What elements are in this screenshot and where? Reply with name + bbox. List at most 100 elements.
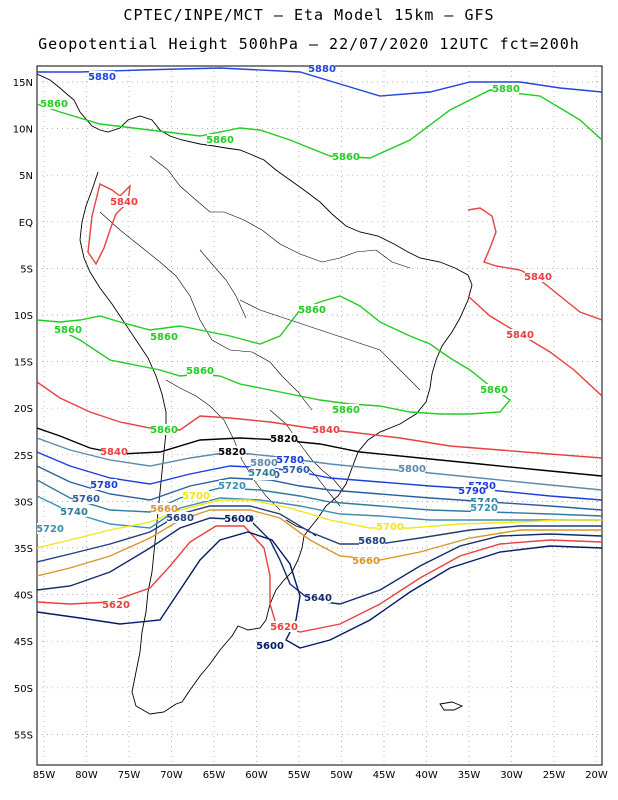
contour-label: 5820: [218, 447, 246, 458]
contour-5600: [37, 531, 602, 649]
contour-label-bg: [481, 384, 507, 395]
longitude-tick-label: 50W: [330, 770, 353, 781]
contour-label: 5790: [458, 486, 486, 497]
contour-label-bg: [399, 463, 425, 474]
latitude-tick-label: 45S: [14, 637, 33, 648]
latitude-tick-label: 5S: [20, 264, 33, 275]
border-peru-bolivia: [99, 211, 313, 411]
contour-label-bg: [471, 502, 497, 513]
contour-5840-mid: [37, 381, 602, 459]
contour-label: 5840: [506, 330, 534, 341]
longitude-tick-label: 25W: [543, 770, 566, 781]
contour-label-bg: [313, 424, 339, 435]
contour-label-bg: [41, 98, 67, 109]
contour-label-bg: [111, 196, 137, 207]
longitude-tick-label: 65W: [203, 770, 226, 781]
contour-label-bg: [471, 496, 497, 507]
coastline-west: [79, 171, 177, 715]
longitude-tick-label: 30W: [500, 770, 523, 781]
contour-label-bg: [283, 464, 309, 475]
longitude-tick-label: 45W: [373, 770, 396, 781]
longitude-tick-label: 60W: [245, 770, 268, 781]
contour-label-bg: [299, 304, 325, 315]
graticule: [37, 66, 602, 765]
longitude-tick-label: 70W: [160, 770, 183, 781]
contour-5660: [37, 509, 602, 577]
contour-label: 5760: [282, 465, 310, 476]
contour-label-bg: [277, 454, 303, 465]
contour-5840-blob: [87, 182, 131, 266]
contour-label-bg: [89, 71, 115, 82]
border-chile-argentina-north: [165, 379, 281, 511]
contour-label: 5780: [276, 455, 304, 466]
contour-label: 5760: [72, 494, 100, 505]
longitude-labels: 85W 80W 75W 70W 65W 60W 55W 50W 45W 40W 35W 30W 25W 2…: [33, 770, 608, 781]
contour-label: 5860: [298, 305, 326, 316]
latitude-tick-label: 15S: [14, 358, 33, 369]
contour-label: 5880: [88, 72, 116, 83]
contour-label-bg: [91, 479, 117, 490]
contour-label-bg: [183, 490, 209, 501]
coastline-east: [37, 73, 473, 621]
falkland-islands: [439, 701, 464, 711]
contour-5720: [37, 495, 602, 529]
map-frame: [36, 65, 603, 766]
contour-label-bg: [493, 83, 519, 94]
contour-label-bg: [257, 640, 283, 651]
map-title-line2: Geopotential Height 500hPa – 22/07/2020 …: [38, 35, 580, 53]
contour-label-bg: [333, 151, 359, 162]
longitude-tick-label: 20W: [585, 770, 608, 781]
contour-5820: [37, 427, 602, 477]
latitude-tick-label: 10N: [13, 125, 33, 136]
latitude-tick-label: 35S: [14, 544, 33, 555]
contour-5640: [37, 517, 602, 605]
latitude-tick-label: 10S: [14, 311, 33, 322]
contour-labels: 5880 5880 5880 5860 5860 5860 5840 5840 5840 5860…: [36, 63, 552, 652]
contour-label: 5780: [90, 480, 118, 491]
latitude-tick-label: 40S: [14, 591, 33, 602]
contour-label-bg: [187, 365, 213, 376]
contour-label: 5860: [206, 135, 234, 146]
contour-label: 5700: [182, 491, 210, 502]
contour-label: 5660: [150, 504, 178, 515]
contour-label: 5840: [312, 425, 340, 436]
contour-label: 5620: [270, 622, 298, 633]
contour-label-bg: [377, 521, 403, 532]
contour-label: 5800: [398, 464, 426, 475]
longitude-tick-label: 40W: [415, 770, 438, 781]
contour-label: 5860: [150, 332, 178, 343]
contour-label: 5620: [102, 600, 130, 611]
contour-label-bg: [37, 523, 63, 534]
contour-label: 5720: [218, 481, 246, 492]
contour-5620: [37, 525, 602, 633]
contour-label: 5720: [470, 503, 498, 514]
contour-label-bg: [525, 271, 551, 282]
latitude-tick-label: 20S: [14, 404, 33, 415]
contour-5840-east-lower: [467, 295, 602, 397]
contour-label-bg: [219, 480, 245, 491]
contour-label-bg: [333, 404, 359, 415]
contour-label: 5860: [150, 425, 178, 436]
contour-label-bg: [151, 331, 177, 342]
contour-label: 5860: [186, 366, 214, 377]
contour-label: 5860: [332, 152, 360, 163]
contour-label: 5680: [166, 513, 194, 524]
contour-label-bg: [271, 621, 297, 632]
contour-label: 5700: [376, 522, 404, 533]
latitude-tick-label: 5N: [19, 171, 33, 182]
longitude-tick-label: 75W: [118, 770, 141, 781]
longitude-tick-label: 35W: [458, 770, 481, 781]
contour-label: 5840: [100, 447, 128, 458]
longitude-tick-label: 85W: [33, 770, 56, 781]
contour-5840-east-upper: [467, 207, 602, 321]
contour-label-bg: [151, 503, 177, 514]
contour-label: 5680: [358, 536, 386, 547]
latitude-tick-label: 25S: [14, 451, 33, 462]
contour-5880: [37, 67, 602, 97]
contour-label-bg: [251, 457, 277, 468]
contour-label-bg: [219, 446, 245, 457]
contour-label-bg: [507, 329, 533, 340]
contour-5700: [37, 499, 602, 549]
longitude-tick-label: 80W: [75, 770, 98, 781]
